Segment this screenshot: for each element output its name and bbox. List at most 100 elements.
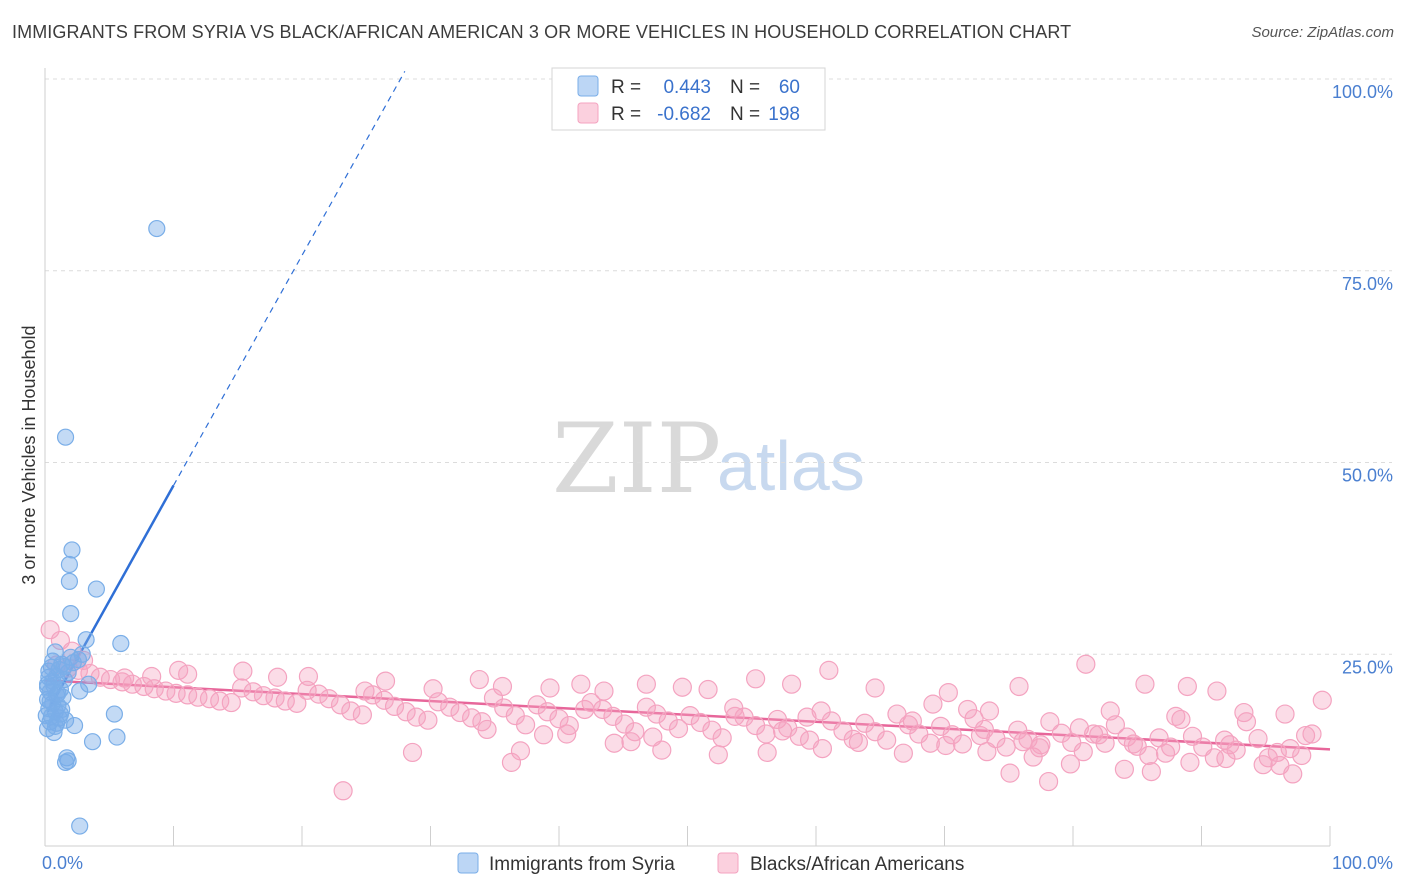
black-point-59 (647, 704, 667, 724)
legend-r-value-2: -0.682 (657, 104, 711, 125)
series-legend-label-syria: Immigrants from Syria (489, 854, 675, 875)
black-point-80 (877, 730, 897, 750)
black-point-175 (1100, 701, 1120, 721)
black-point-158 (1180, 752, 1200, 772)
black-point-191 (355, 681, 375, 701)
black-point-165 (501, 752, 522, 772)
syria-point-42 (45, 723, 63, 742)
black-point-77 (843, 729, 863, 749)
series-legend: Immigrants from Syria Blacks/African Ame… (457, 852, 964, 875)
black-point-142 (402, 742, 423, 763)
legend-n-label-1: N = (730, 77, 760, 98)
black-point-21 (232, 678, 252, 698)
black-point-60 (658, 711, 678, 731)
black-point-163 (1038, 771, 1059, 792)
black-point-114 (1248, 729, 1268, 749)
syria-point-4 (60, 572, 79, 590)
black-point-133 (1135, 674, 1155, 694)
trend-line-syria-extension (172, 71, 406, 486)
black-point-145 (604, 733, 624, 753)
black-point-131 (1009, 676, 1029, 697)
black-point-138 (233, 661, 253, 681)
y-tick-label-2: 75.0% (1342, 274, 1393, 294)
black-point-35 (384, 696, 405, 717)
black-point-52 (571, 674, 591, 694)
black-point-152 (936, 735, 956, 756)
black-point-164 (333, 781, 353, 801)
black-point-194 (533, 725, 554, 745)
black-point-161 (1283, 764, 1303, 784)
black-point-166 (772, 721, 793, 741)
black-point-20 (221, 692, 241, 713)
black-point-197 (643, 727, 663, 747)
black-point-196 (621, 732, 641, 752)
legend-n-value-1: 60 (779, 77, 800, 98)
black-point-40 (440, 697, 460, 717)
black-point-126 (746, 669, 766, 689)
black-point-26 (287, 693, 307, 713)
black-point-120 (1312, 690, 1332, 710)
y-tick-label-3: 100.0% (1332, 82, 1393, 102)
black-point-61 (668, 719, 689, 739)
syria-point-43 (105, 705, 123, 723)
syria-point-57 (46, 717, 64, 735)
x-tick-label-1: 100.0% (1332, 853, 1393, 873)
black-point-178 (1275, 704, 1295, 724)
black-point-162 (1000, 763, 1020, 783)
black-point-118 (1292, 745, 1312, 766)
x-tick-label-0: 0.0% (42, 853, 83, 873)
black-point-189 (169, 660, 189, 680)
black-point-30 (330, 695, 351, 715)
y-tick-label-0: 25.0% (1342, 657, 1393, 677)
black-point-27 (297, 680, 317, 700)
y-axis-label: 3 or more Vehicles in Household (19, 325, 39, 584)
trend-line-syria (46, 484, 175, 713)
black-point-37 (406, 707, 426, 727)
trend-lines (44, 71, 1331, 751)
black-point-62 (680, 706, 700, 726)
syria-point-8 (112, 634, 130, 653)
black-point-188 (970, 725, 991, 746)
black-point-169 (492, 676, 513, 697)
gridlines (45, 78, 1392, 655)
black-point-127 (781, 674, 802, 694)
syria-point-6 (62, 604, 80, 623)
black-point-135 (1207, 681, 1227, 701)
black-point-65 (712, 728, 732, 748)
black-point-125 (698, 679, 718, 700)
black-point-151 (893, 743, 913, 763)
syria-point-45 (83, 733, 102, 751)
black-point-50 (549, 709, 569, 729)
watermark: ZIP atlas (552, 403, 865, 515)
syria-point-49 (71, 817, 89, 835)
stats-legend: R = 0.443 N = 60 R = -0.682 N = 198 (551, 67, 826, 131)
legend-r-label-2: R = (611, 104, 641, 125)
black-point-160 (1253, 755, 1273, 775)
watermark-atlas: atlas (717, 427, 865, 505)
black-point-107 (1171, 709, 1191, 730)
black-point-55 (603, 706, 623, 726)
legend-r-value-1: 0.443 (663, 77, 711, 98)
black-point-170 (672, 677, 692, 697)
black-point-95 (1040, 712, 1060, 732)
black-point-98 (1073, 742, 1093, 762)
black-point-181 (1220, 735, 1240, 755)
black-point-147 (708, 745, 728, 765)
black-point-124 (636, 674, 656, 694)
black-point-29 (319, 689, 339, 709)
black-point-176 (1166, 706, 1186, 726)
legend-n-label-2: N = (730, 104, 760, 125)
black-point-119 (1302, 724, 1322, 744)
syria-point-3 (60, 555, 79, 574)
black-point-171 (725, 706, 745, 726)
black-point-184 (1089, 725, 1109, 745)
syria-point-7 (77, 631, 95, 649)
black-point-122 (540, 678, 560, 698)
legend-swatch-black (577, 102, 599, 124)
y-tick-label-1: 50.0% (1342, 466, 1393, 486)
syria-point-53 (55, 657, 73, 676)
black-point-45 (494, 698, 514, 718)
black-point-187 (1013, 732, 1033, 752)
black-point-128 (819, 660, 839, 680)
